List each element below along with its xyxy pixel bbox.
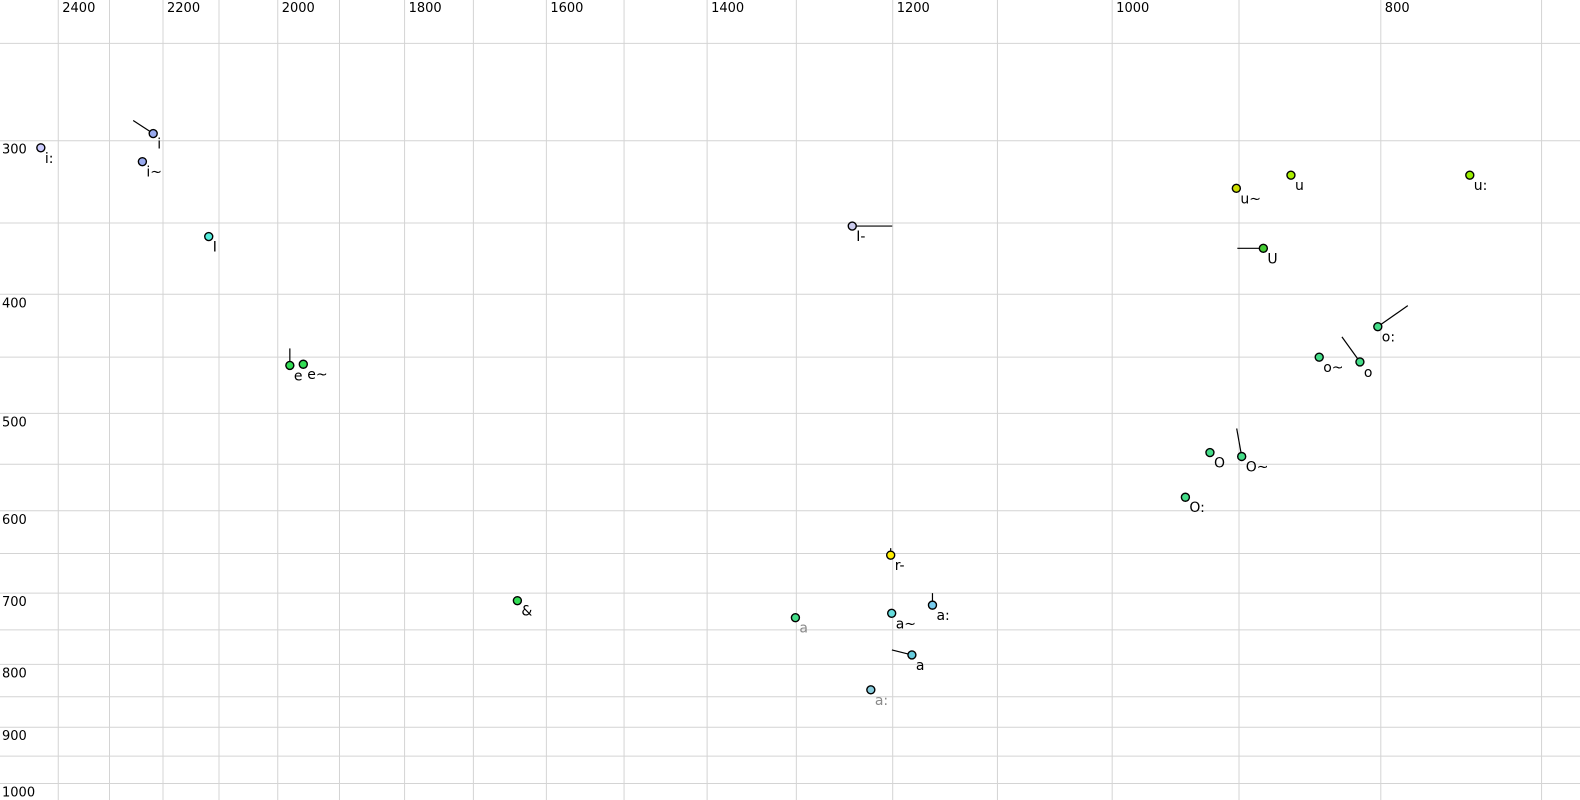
vowel-point-dot bbox=[148, 128, 158, 139]
vowel-point-dot bbox=[1355, 357, 1365, 367]
vowel-point-dot bbox=[1231, 183, 1242, 194]
vowel-point-dot bbox=[204, 231, 214, 242]
vowel-point-dot bbox=[790, 612, 801, 623]
vowel-point-label: u~ bbox=[1240, 191, 1261, 207]
vowel-point-dot bbox=[1180, 492, 1191, 502]
y-tick-label: 300 bbox=[2, 143, 27, 158]
trajectory-line bbox=[1341, 336, 1361, 363]
trajectory-line bbox=[1236, 428, 1243, 457]
vowel-point-label: r- bbox=[895, 558, 905, 574]
y-tick-label: 800 bbox=[2, 666, 27, 681]
x-tick-label: 2200 bbox=[167, 1, 200, 16]
vowel-point-label: O bbox=[1214, 456, 1225, 472]
trajectory-line bbox=[1377, 305, 1409, 328]
x-tick-label: 800 bbox=[1385, 1, 1410, 16]
vowel-point-label: i: bbox=[45, 151, 54, 167]
y-tick-label: 400 bbox=[2, 296, 27, 311]
vowel-point-dot bbox=[298, 359, 308, 369]
vowel-point-dot bbox=[1286, 170, 1296, 180]
vowel-point-label: o bbox=[1364, 365, 1373, 381]
y-tick-label: 500 bbox=[2, 415, 27, 430]
vowel-point-dot bbox=[1373, 321, 1383, 332]
vowel-point-dot bbox=[907, 650, 917, 660]
vowel-point-dot bbox=[1205, 447, 1215, 458]
vowel-point-label: a: bbox=[936, 608, 949, 624]
x-tick-label: 2400 bbox=[62, 1, 95, 16]
x-tick-label: 1600 bbox=[550, 1, 583, 16]
vowel-point-dot bbox=[1465, 170, 1475, 180]
vowel-point-label: O~ bbox=[1246, 459, 1269, 475]
x-tick-label: 1000 bbox=[1116, 1, 1149, 16]
vowel-point-label: I- bbox=[856, 229, 865, 245]
vowel-point-dot bbox=[36, 143, 46, 153]
vowel-point-dot bbox=[285, 360, 295, 371]
vowel-point-label: u: bbox=[1474, 178, 1488, 194]
vowel-point-label: e~ bbox=[307, 367, 327, 383]
vowel-point-dot bbox=[1314, 352, 1324, 362]
vowel-point-dot bbox=[847, 221, 857, 231]
vowel-point-label: i bbox=[157, 137, 161, 153]
y-tick-label: 700 bbox=[2, 595, 27, 610]
vowel-point-label: o: bbox=[1382, 330, 1395, 346]
x-tick-label: 1400 bbox=[711, 1, 744, 16]
vowel-point-dot bbox=[866, 685, 876, 695]
y-tick-label: 1000 bbox=[2, 785, 35, 800]
vowel-point-label: u bbox=[1295, 178, 1304, 194]
x-tick-label: 1200 bbox=[897, 1, 930, 16]
y-tick-label: 900 bbox=[2, 729, 27, 744]
vowel-point-dot bbox=[512, 595, 523, 606]
vowel-point-dot bbox=[1236, 451, 1247, 462]
vowel-point-label: i~ bbox=[146, 165, 162, 181]
vowel-point-label: & bbox=[521, 604, 532, 620]
vowel-point-label: a bbox=[916, 658, 925, 674]
vowel-point-label: o~ bbox=[1323, 360, 1343, 376]
vowel-point-label: U bbox=[1267, 251, 1277, 267]
vowel-point-label: a: bbox=[875, 693, 888, 709]
y-tick-label: 600 bbox=[2, 513, 27, 528]
vowel-point-label: a~ bbox=[896, 616, 916, 632]
x-tick-label: 1800 bbox=[409, 1, 442, 16]
vowel-point-label: a bbox=[799, 621, 808, 637]
x-tick-label: 2000 bbox=[282, 1, 315, 16]
vowel-point-dot bbox=[885, 550, 896, 560]
vowel-point-label: O: bbox=[1189, 500, 1205, 516]
vowel-point-label: I bbox=[213, 240, 217, 256]
vowel-point-dot bbox=[886, 608, 897, 618]
vowel-point-dot bbox=[1258, 243, 1269, 254]
vowel-point-dot bbox=[137, 156, 148, 167]
vowel-point-dot bbox=[927, 600, 938, 610]
vowel-point-label: e bbox=[294, 368, 303, 384]
